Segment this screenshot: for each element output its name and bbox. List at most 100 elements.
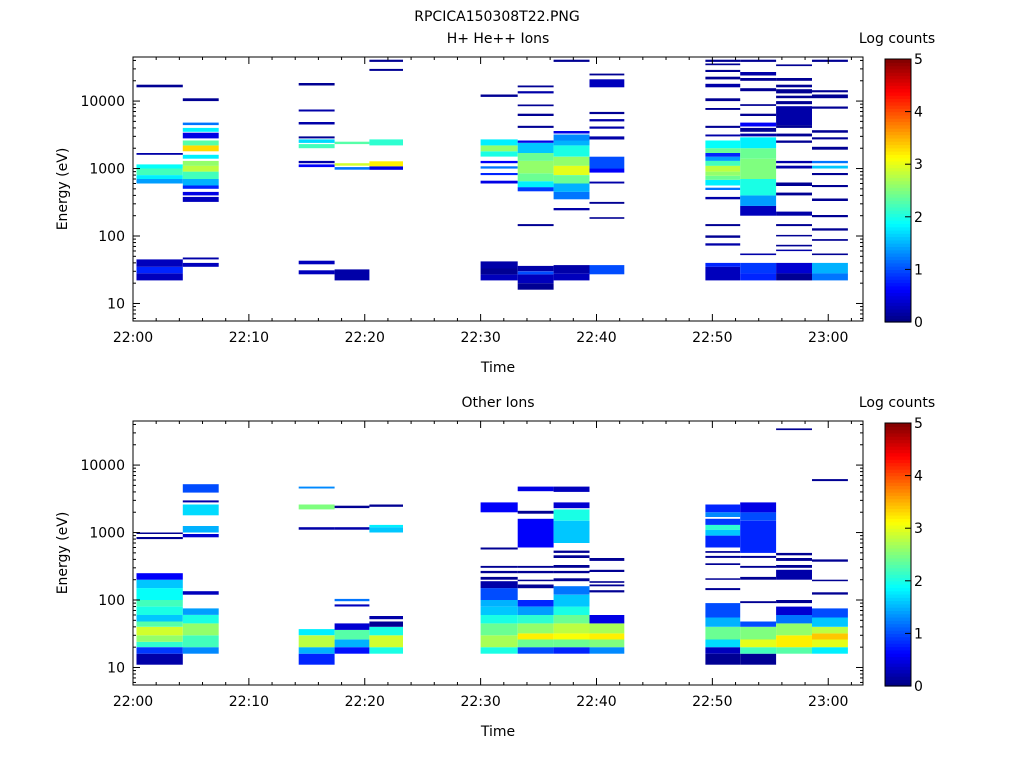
heatmap-cell — [589, 584, 625, 587]
colorbar-segment — [885, 508, 911, 513]
heatmap-cell — [480, 576, 518, 580]
colorbar-segment — [885, 134, 911, 139]
heatmap-cell — [740, 113, 777, 116]
heatmap-cell — [480, 623, 518, 636]
heatmap-cell — [136, 537, 183, 540]
y-tick-label: 10 — [107, 660, 125, 676]
colorbar-segment — [885, 551, 911, 556]
heatmap-cell — [182, 160, 219, 166]
x-axis-label: Time — [480, 724, 515, 740]
heatmap-cell — [705, 165, 741, 172]
heatmap-cell — [298, 160, 335, 164]
colorbar-segment — [885, 266, 911, 270]
colorbar-tick-label: 5 — [914, 52, 923, 68]
colorbar-segment — [885, 436, 911, 441]
colorbar-segment — [885, 210, 911, 215]
colorbar-segment — [885, 423, 911, 427]
heatmap-cell — [589, 217, 625, 219]
heatmap-cell — [480, 145, 518, 152]
heatmap-cell — [182, 140, 219, 146]
heatmap-cell — [182, 526, 219, 533]
heatmap-cell — [369, 504, 403, 507]
colorbar-tick-label: 3 — [914, 157, 923, 173]
colorbar-segment — [885, 511, 911, 516]
heatmap-cell — [182, 647, 219, 654]
heatmap-cell — [740, 137, 777, 149]
y-tick-label: 10 — [107, 296, 125, 312]
heatmap-cell — [517, 606, 554, 615]
heatmap-cell — [517, 486, 554, 492]
colorbar-tick-label: 3 — [914, 521, 923, 537]
heatmap-cell — [517, 224, 554, 227]
colorbar-segment — [885, 174, 911, 178]
heatmap-cell — [182, 504, 219, 516]
colorbar-segment — [885, 462, 911, 467]
heatmap-cell — [589, 647, 625, 654]
y-axis-label: Energy (eV) — [55, 148, 71, 231]
colorbar-segment — [885, 597, 911, 602]
heatmap-cell — [740, 104, 777, 106]
heatmap-cell — [517, 113, 554, 116]
colorbar-tick-label: 4 — [914, 469, 923, 485]
colorbar-segment — [885, 498, 911, 503]
colorbar-segment — [885, 534, 911, 539]
heatmap-cell — [740, 262, 777, 274]
x-tick-label: 22:40 — [576, 330, 616, 346]
heatmap-cell — [480, 570, 518, 574]
heatmap-cell — [298, 647, 335, 654]
heatmap-cell — [369, 68, 403, 71]
heatmap-cell — [812, 215, 848, 218]
heatmap-cell — [182, 185, 219, 189]
heatmap-cell — [553, 555, 590, 558]
heatmap-cell — [136, 573, 183, 580]
heatmap-cell — [812, 253, 848, 256]
heatmap-cell — [705, 535, 741, 548]
heatmap-cell — [480, 139, 518, 146]
colorbar-segment — [885, 85, 911, 90]
colorbar-frame — [884, 422, 912, 687]
heatmap-cell — [182, 171, 219, 179]
heatmap-cell — [480, 635, 518, 648]
colorbar-segment — [885, 298, 911, 303]
panel-title: Other Ions — [461, 395, 534, 411]
heatmap-cell — [705, 512, 741, 517]
colorbar-segment — [885, 475, 911, 480]
y-tick-label: 10000 — [80, 94, 125, 110]
colorbar-segment — [885, 584, 911, 588]
colorbar-segment — [885, 501, 911, 506]
colorbar-segment — [885, 469, 911, 473]
colorbar-segment — [885, 295, 911, 300]
heatmap-cell — [480, 615, 518, 624]
colorbar-tick-label: 0 — [914, 679, 923, 695]
heatmap-cells — [136, 428, 848, 665]
x-tick-label: 23:00 — [808, 694, 848, 710]
colorbar-segment — [885, 101, 911, 106]
heatmap-cell — [480, 647, 518, 654]
colorbar-tick-label: 1 — [914, 626, 923, 642]
heatmap-cell — [740, 601, 777, 604]
heatmap-cell — [776, 615, 812, 624]
heatmap-cell — [480, 151, 518, 157]
heatmap-cell — [740, 639, 777, 648]
colorbar-segment — [885, 114, 911, 119]
heatmap-cell — [776, 84, 812, 88]
heatmap-cell — [136, 273, 183, 281]
colorbar-segment — [885, 452, 911, 457]
heatmap-cell — [517, 518, 554, 548]
heatmap-cell — [553, 565, 590, 568]
colorbar-segment — [885, 157, 911, 162]
colorbar-segment — [885, 600, 911, 605]
colorbar-segment — [885, 275, 911, 280]
heatmap-cell — [553, 165, 590, 175]
heatmap-cell — [553, 273, 590, 281]
heatmap-cell — [776, 600, 812, 604]
heatmap-cell — [705, 504, 741, 513]
colorbar-segment — [885, 108, 911, 113]
heatmap-cell — [705, 134, 741, 137]
heatmap-cell — [740, 273, 777, 281]
heatmap-cell — [517, 570, 554, 574]
heatmap-cell — [136, 168, 183, 175]
heatmap-cell — [705, 647, 741, 654]
heatmap-cell — [182, 500, 219, 503]
heatmap-cell — [480, 588, 518, 600]
